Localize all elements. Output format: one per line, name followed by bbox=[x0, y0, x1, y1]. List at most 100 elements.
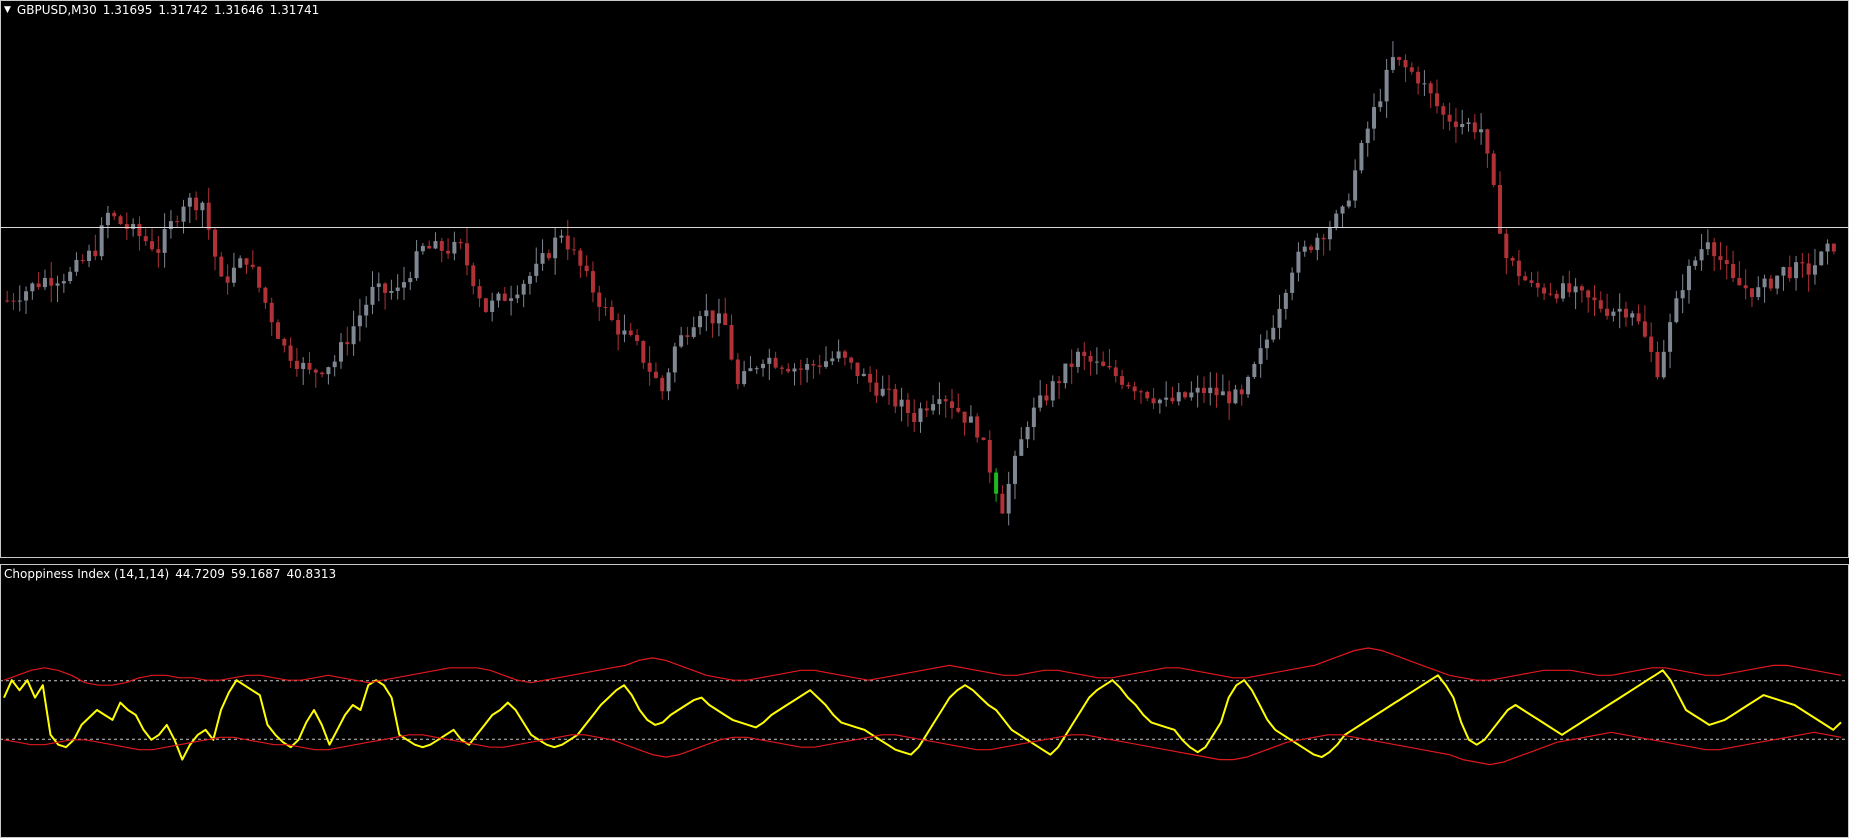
candle bbox=[124, 212, 129, 241]
candle bbox=[1605, 293, 1610, 320]
candle bbox=[1441, 103, 1446, 130]
pane-separator[interactable] bbox=[0, 558, 1849, 564]
candle bbox=[55, 275, 60, 303]
candle bbox=[1579, 284, 1584, 303]
candle bbox=[647, 346, 652, 386]
candle bbox=[200, 201, 205, 228]
candle bbox=[1630, 310, 1635, 326]
candle bbox=[824, 346, 829, 369]
candle bbox=[1321, 233, 1326, 256]
candle bbox=[798, 359, 803, 386]
candle bbox=[868, 366, 873, 393]
candle bbox=[427, 240, 432, 249]
candle bbox=[1189, 381, 1194, 401]
candle bbox=[1201, 376, 1206, 403]
candle bbox=[68, 266, 73, 285]
candle bbox=[294, 347, 299, 377]
candle bbox=[565, 219, 570, 261]
price-pane[interactable]: ▼ GBPUSD,M30 1.31695 1.31742 1.31646 1.3… bbox=[0, 0, 1849, 558]
candle bbox=[502, 286, 507, 302]
candle bbox=[1246, 375, 1251, 398]
candle bbox=[811, 359, 816, 379]
candle bbox=[704, 293, 709, 332]
indicator-pane[interactable]: Choppiness Index (14,1,14) 44.7209 59.16… bbox=[0, 564, 1849, 838]
candle bbox=[546, 249, 551, 261]
candle bbox=[893, 383, 898, 414]
candle bbox=[282, 337, 287, 353]
candle bbox=[962, 411, 967, 436]
candle bbox=[912, 399, 917, 432]
indicator-value-chop: 44.7209 bbox=[175, 567, 225, 581]
choppiness-chart[interactable] bbox=[0, 564, 1849, 838]
candle bbox=[553, 227, 558, 275]
candle bbox=[1290, 267, 1295, 301]
candle bbox=[509, 285, 514, 316]
candle bbox=[1743, 269, 1748, 300]
candle bbox=[1214, 372, 1219, 408]
candle bbox=[1731, 250, 1736, 282]
candle bbox=[338, 333, 343, 369]
candle bbox=[389, 279, 394, 300]
candle bbox=[181, 199, 186, 234]
candle bbox=[1176, 383, 1181, 406]
candle bbox=[1712, 237, 1717, 271]
candle bbox=[1019, 427, 1024, 457]
candle bbox=[1554, 290, 1559, 304]
candle bbox=[1283, 289, 1288, 320]
candle bbox=[1258, 334, 1263, 378]
candle bbox=[1598, 291, 1603, 313]
candle bbox=[1825, 239, 1830, 265]
lower-band-line bbox=[3, 731, 1842, 766]
candle bbox=[1737, 261, 1742, 286]
candle bbox=[11, 293, 16, 310]
candle bbox=[118, 214, 123, 225]
candle bbox=[1277, 294, 1282, 340]
candle bbox=[1787, 255, 1792, 282]
candle bbox=[326, 366, 331, 385]
candle bbox=[1327, 220, 1332, 251]
candle bbox=[622, 314, 627, 343]
candle bbox=[1819, 250, 1824, 266]
candle bbox=[74, 252, 79, 276]
candle bbox=[1535, 271, 1540, 297]
candle bbox=[1239, 384, 1244, 406]
candle bbox=[1409, 62, 1414, 75]
candle bbox=[1806, 253, 1811, 292]
candle bbox=[1573, 278, 1578, 310]
candle bbox=[987, 430, 992, 484]
candle bbox=[1542, 283, 1547, 300]
candle bbox=[49, 261, 54, 303]
candle bbox=[653, 362, 658, 379]
price-chart[interactable] bbox=[0, 0, 1849, 558]
candle bbox=[1151, 388, 1156, 409]
candle bbox=[1718, 242, 1723, 270]
candle bbox=[1252, 361, 1257, 380]
candle bbox=[1334, 209, 1339, 231]
candle bbox=[1775, 275, 1780, 295]
candle bbox=[143, 228, 148, 246]
candle bbox=[1668, 313, 1673, 369]
candle bbox=[364, 296, 369, 328]
chart-menu-arrow-icon[interactable]: ▼ bbox=[4, 5, 11, 15]
candle bbox=[30, 282, 35, 300]
candle bbox=[1548, 282, 1553, 297]
candle bbox=[1038, 380, 1043, 412]
candle bbox=[1384, 58, 1389, 118]
candle bbox=[874, 369, 879, 404]
upper-band-line bbox=[3, 647, 1842, 686]
candle bbox=[187, 193, 192, 224]
candle bbox=[1623, 301, 1628, 327]
candle bbox=[1485, 128, 1490, 168]
ohlc-high: 1.31742 bbox=[158, 3, 209, 17]
candle bbox=[691, 316, 696, 339]
candle bbox=[805, 357, 810, 383]
candle bbox=[994, 468, 999, 502]
candles bbox=[5, 41, 1836, 526]
candle bbox=[1315, 233, 1320, 261]
candle bbox=[1309, 244, 1314, 254]
candle bbox=[1812, 248, 1817, 285]
candle bbox=[17, 285, 22, 312]
candle bbox=[924, 400, 929, 418]
symbol-timeframe: GBPUSD,M30 bbox=[16, 3, 97, 17]
candle bbox=[1050, 375, 1055, 408]
